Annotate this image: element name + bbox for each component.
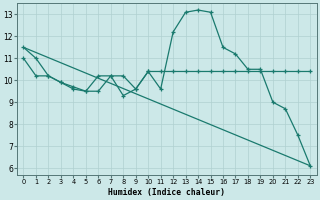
X-axis label: Humidex (Indice chaleur): Humidex (Indice chaleur) [108, 188, 225, 197]
